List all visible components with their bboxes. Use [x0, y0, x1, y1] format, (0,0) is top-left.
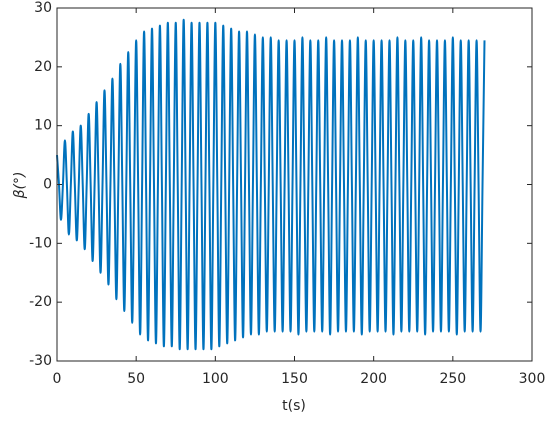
x-tick-label: 100 — [202, 371, 229, 387]
x-tick-label: 250 — [439, 371, 466, 387]
x-tick-label: 200 — [360, 371, 387, 387]
y-tick-label: 20 — [34, 59, 52, 75]
y-tick-label: 10 — [34, 118, 52, 134]
x-tick-label: 150 — [281, 371, 308, 387]
x-tick-label: 0 — [53, 371, 62, 387]
y-tick-label: -20 — [29, 294, 52, 310]
y-axis-label: β(°) — [12, 172, 28, 200]
data-line — [56, 18, 486, 351]
y-tick-label: 30 — [34, 0, 52, 16]
x-tick-label: 300 — [519, 371, 546, 387]
x-axis-label: t(s) — [282, 398, 306, 414]
y-tick-label: -30 — [29, 353, 52, 369]
y-tick-label: 0 — [43, 177, 52, 193]
x-tick-label: 50 — [127, 371, 145, 387]
y-tick-label: -10 — [29, 235, 52, 251]
